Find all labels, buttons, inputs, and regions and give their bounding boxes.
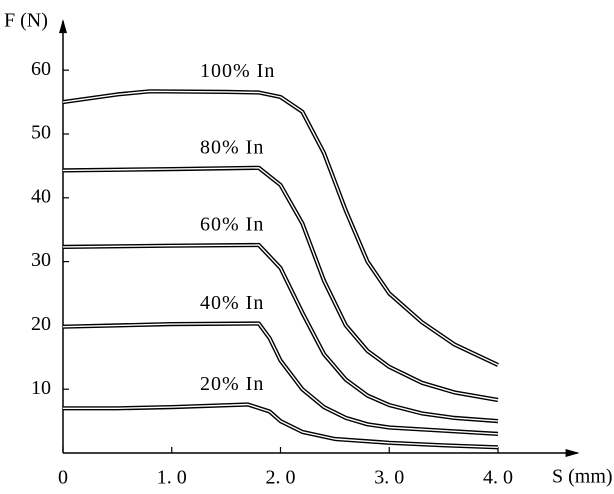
curve-inner — [62, 244, 499, 422]
y-tick-label: 30 — [31, 249, 51, 271]
x-tick-label: 1. 0 — [157, 467, 187, 489]
x-tick-label: 4. 0 — [483, 467, 513, 489]
curve-inner — [62, 167, 499, 401]
x-axis-arrow — [565, 449, 580, 457]
curve-label: 80% In — [200, 136, 264, 158]
curve-inner — [62, 322, 499, 435]
y-tick-label: 10 — [31, 377, 51, 399]
x-tick-label: 3. 0 — [374, 467, 404, 489]
curve-label: 20% In — [200, 373, 264, 395]
y-axis-label: F (N) — [4, 10, 48, 32]
curve — [62, 165, 499, 403]
curve-label: 40% In — [200, 292, 264, 314]
curve-inner — [63, 403, 499, 448]
y-tick-label: 20 — [31, 313, 51, 335]
curve-label: 100% In — [200, 60, 275, 82]
y-tick-label: 40 — [31, 185, 51, 207]
x-axis-label: S (mm) — [552, 466, 613, 488]
x-tick-label: 0 — [58, 467, 68, 489]
curve-label: 60% In — [200, 214, 264, 236]
y-tick-label: 60 — [31, 58, 51, 80]
x-tick-label: 2. 0 — [266, 467, 296, 489]
y-axis-arrow — [59, 19, 67, 34]
curve — [62, 242, 499, 424]
curve — [62, 321, 499, 436]
y-tick-label: 50 — [31, 122, 51, 144]
curve-inner — [62, 90, 499, 366]
curve — [63, 402, 499, 450]
